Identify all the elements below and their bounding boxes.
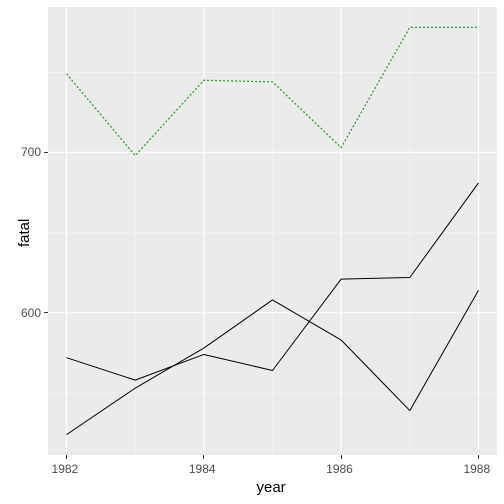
y-tick-label: 700 [21, 145, 41, 159]
plot-panel [48, 7, 497, 455]
y-tick-mark [44, 152, 48, 153]
x-tick-label: 1988 [463, 462, 490, 476]
x-tick-label: 1984 [189, 462, 216, 476]
x-tick-mark [203, 455, 204, 459]
y-tick-mark [44, 312, 48, 313]
x-tick-mark [341, 455, 342, 459]
y-tick-label: 600 [21, 306, 41, 320]
x-tick-mark [66, 455, 67, 459]
y-axis-title: fatal [16, 219, 33, 247]
x-tick-mark [478, 455, 479, 459]
x-tick-label: 1986 [326, 462, 353, 476]
x-tick-label: 1982 [52, 462, 79, 476]
x-axis-title: year [257, 479, 286, 496]
